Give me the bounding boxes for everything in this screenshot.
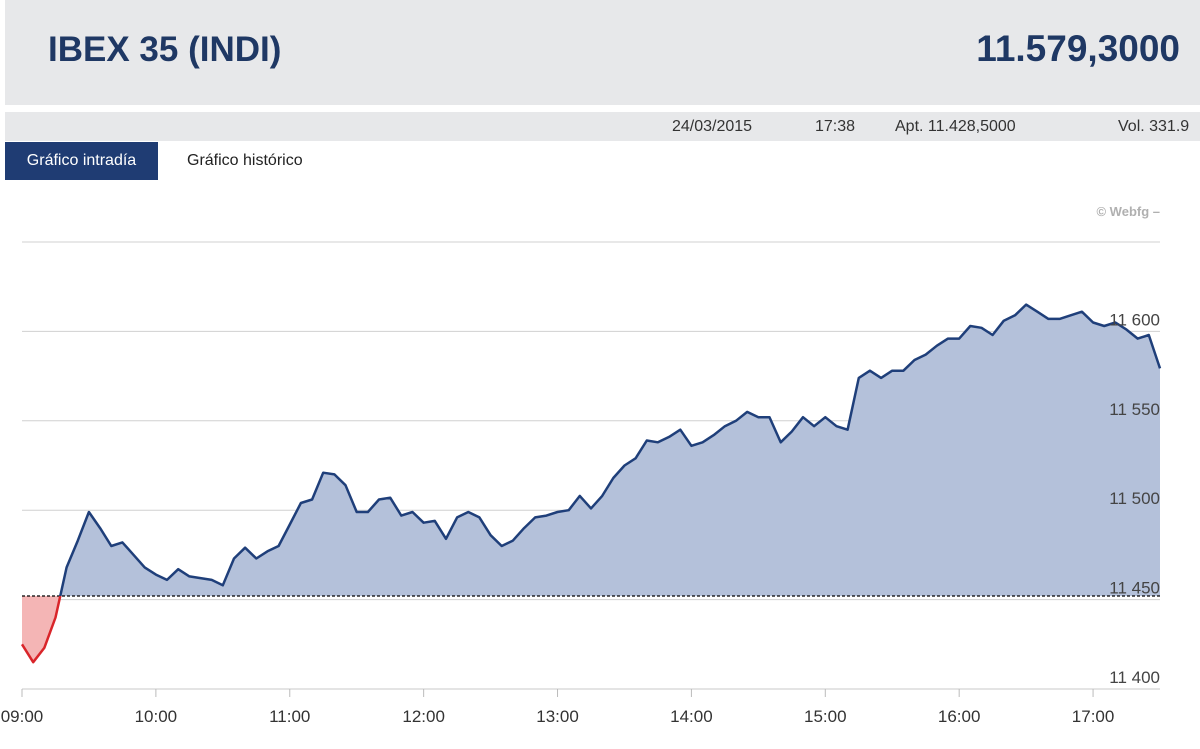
credit: © Webfg – [1096, 204, 1160, 219]
tab[interactable]: Gráfico intradía [5, 142, 158, 180]
x-tick-label: 17:00 [1072, 707, 1115, 726]
x-tick-label: 14:00 [670, 707, 713, 726]
x-tick-label: 09:00 [1, 707, 44, 726]
y-tick-label: 11 550 [1109, 400, 1160, 419]
price: 11.579,3000 [976, 28, 1180, 69]
header: IBEX 35 (INDI) 11.579,3000 [5, 0, 1200, 105]
time: 17:38 [815, 118, 856, 135]
y-tick-label: 11 400 [1109, 668, 1160, 687]
y-tick-label: 11 600 [1109, 310, 1160, 329]
volume: Vol. 331.9 [1118, 118, 1190, 135]
x-tick-label: 13:00 [536, 707, 579, 726]
x-tick-label: 16:00 [938, 707, 981, 726]
y-tick-label: 11 450 [1109, 579, 1160, 598]
x-tick-label: 12:00 [402, 707, 445, 726]
open: Apt. 11.428,5000 [895, 118, 1016, 135]
line [20, 303, 1162, 664]
y-tick-label: 11 500 [1109, 489, 1160, 508]
date: 24/03/2015 [672, 118, 753, 135]
x-tick-label: 15:00 [804, 707, 847, 726]
tab[interactable]: Gráfico histórico [187, 152, 303, 169]
x-tick-label: 11:00 [269, 707, 310, 726]
title: IBEX 35 (INDI) [48, 30, 282, 69]
area [22, 304, 1160, 663]
info-bar: 24/03/2015 17:38 Apt. 11.428,5000 Vol. 3… [5, 112, 1200, 141]
x-tick-label: 10:00 [135, 707, 178, 726]
